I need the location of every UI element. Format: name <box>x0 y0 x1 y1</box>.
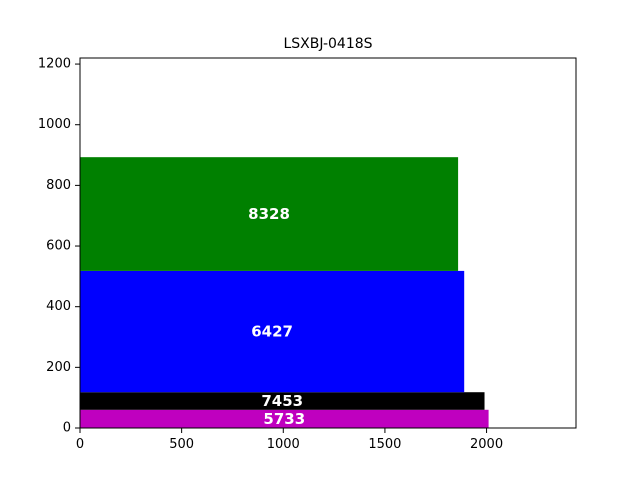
y-tick-label: 1200 <box>38 57 71 72</box>
bar-label-6427: 6427 <box>251 323 293 341</box>
x-tick-label: 0 <box>76 437 84 452</box>
y-axis: 0 200 400 600 800 1000 1200 <box>38 57 80 436</box>
bar-label-5733: 5733 <box>263 410 305 428</box>
bar-8328 <box>80 157 459 271</box>
bar-label-7453: 7453 <box>261 392 303 410</box>
plot-frame <box>79 57 577 429</box>
bar-label-8328: 8328 <box>248 205 290 223</box>
y-tick-label: 200 <box>46 360 71 375</box>
bar-7453 <box>80 392 485 410</box>
y-tick-label: 0 <box>63 421 71 436</box>
x-axis: 0 500 1000 1500 2000 <box>76 428 503 452</box>
x-tick-label: 1000 <box>267 437 300 452</box>
x-tick-label: 1500 <box>368 437 401 452</box>
bar-6427 <box>80 270 465 393</box>
x-tick-label: 2000 <box>470 437 503 452</box>
bar-5733 <box>80 409 489 428</box>
y-tick-label: 800 <box>46 178 71 193</box>
y-tick-label: 400 <box>46 299 71 314</box>
chart-title: LSXBJ-0418S <box>283 36 372 52</box>
y-tick-label: 600 <box>46 239 71 254</box>
x-tick-label: 500 <box>169 437 194 452</box>
y-tick-label: 1000 <box>38 117 71 132</box>
bars-layer <box>80 157 489 428</box>
